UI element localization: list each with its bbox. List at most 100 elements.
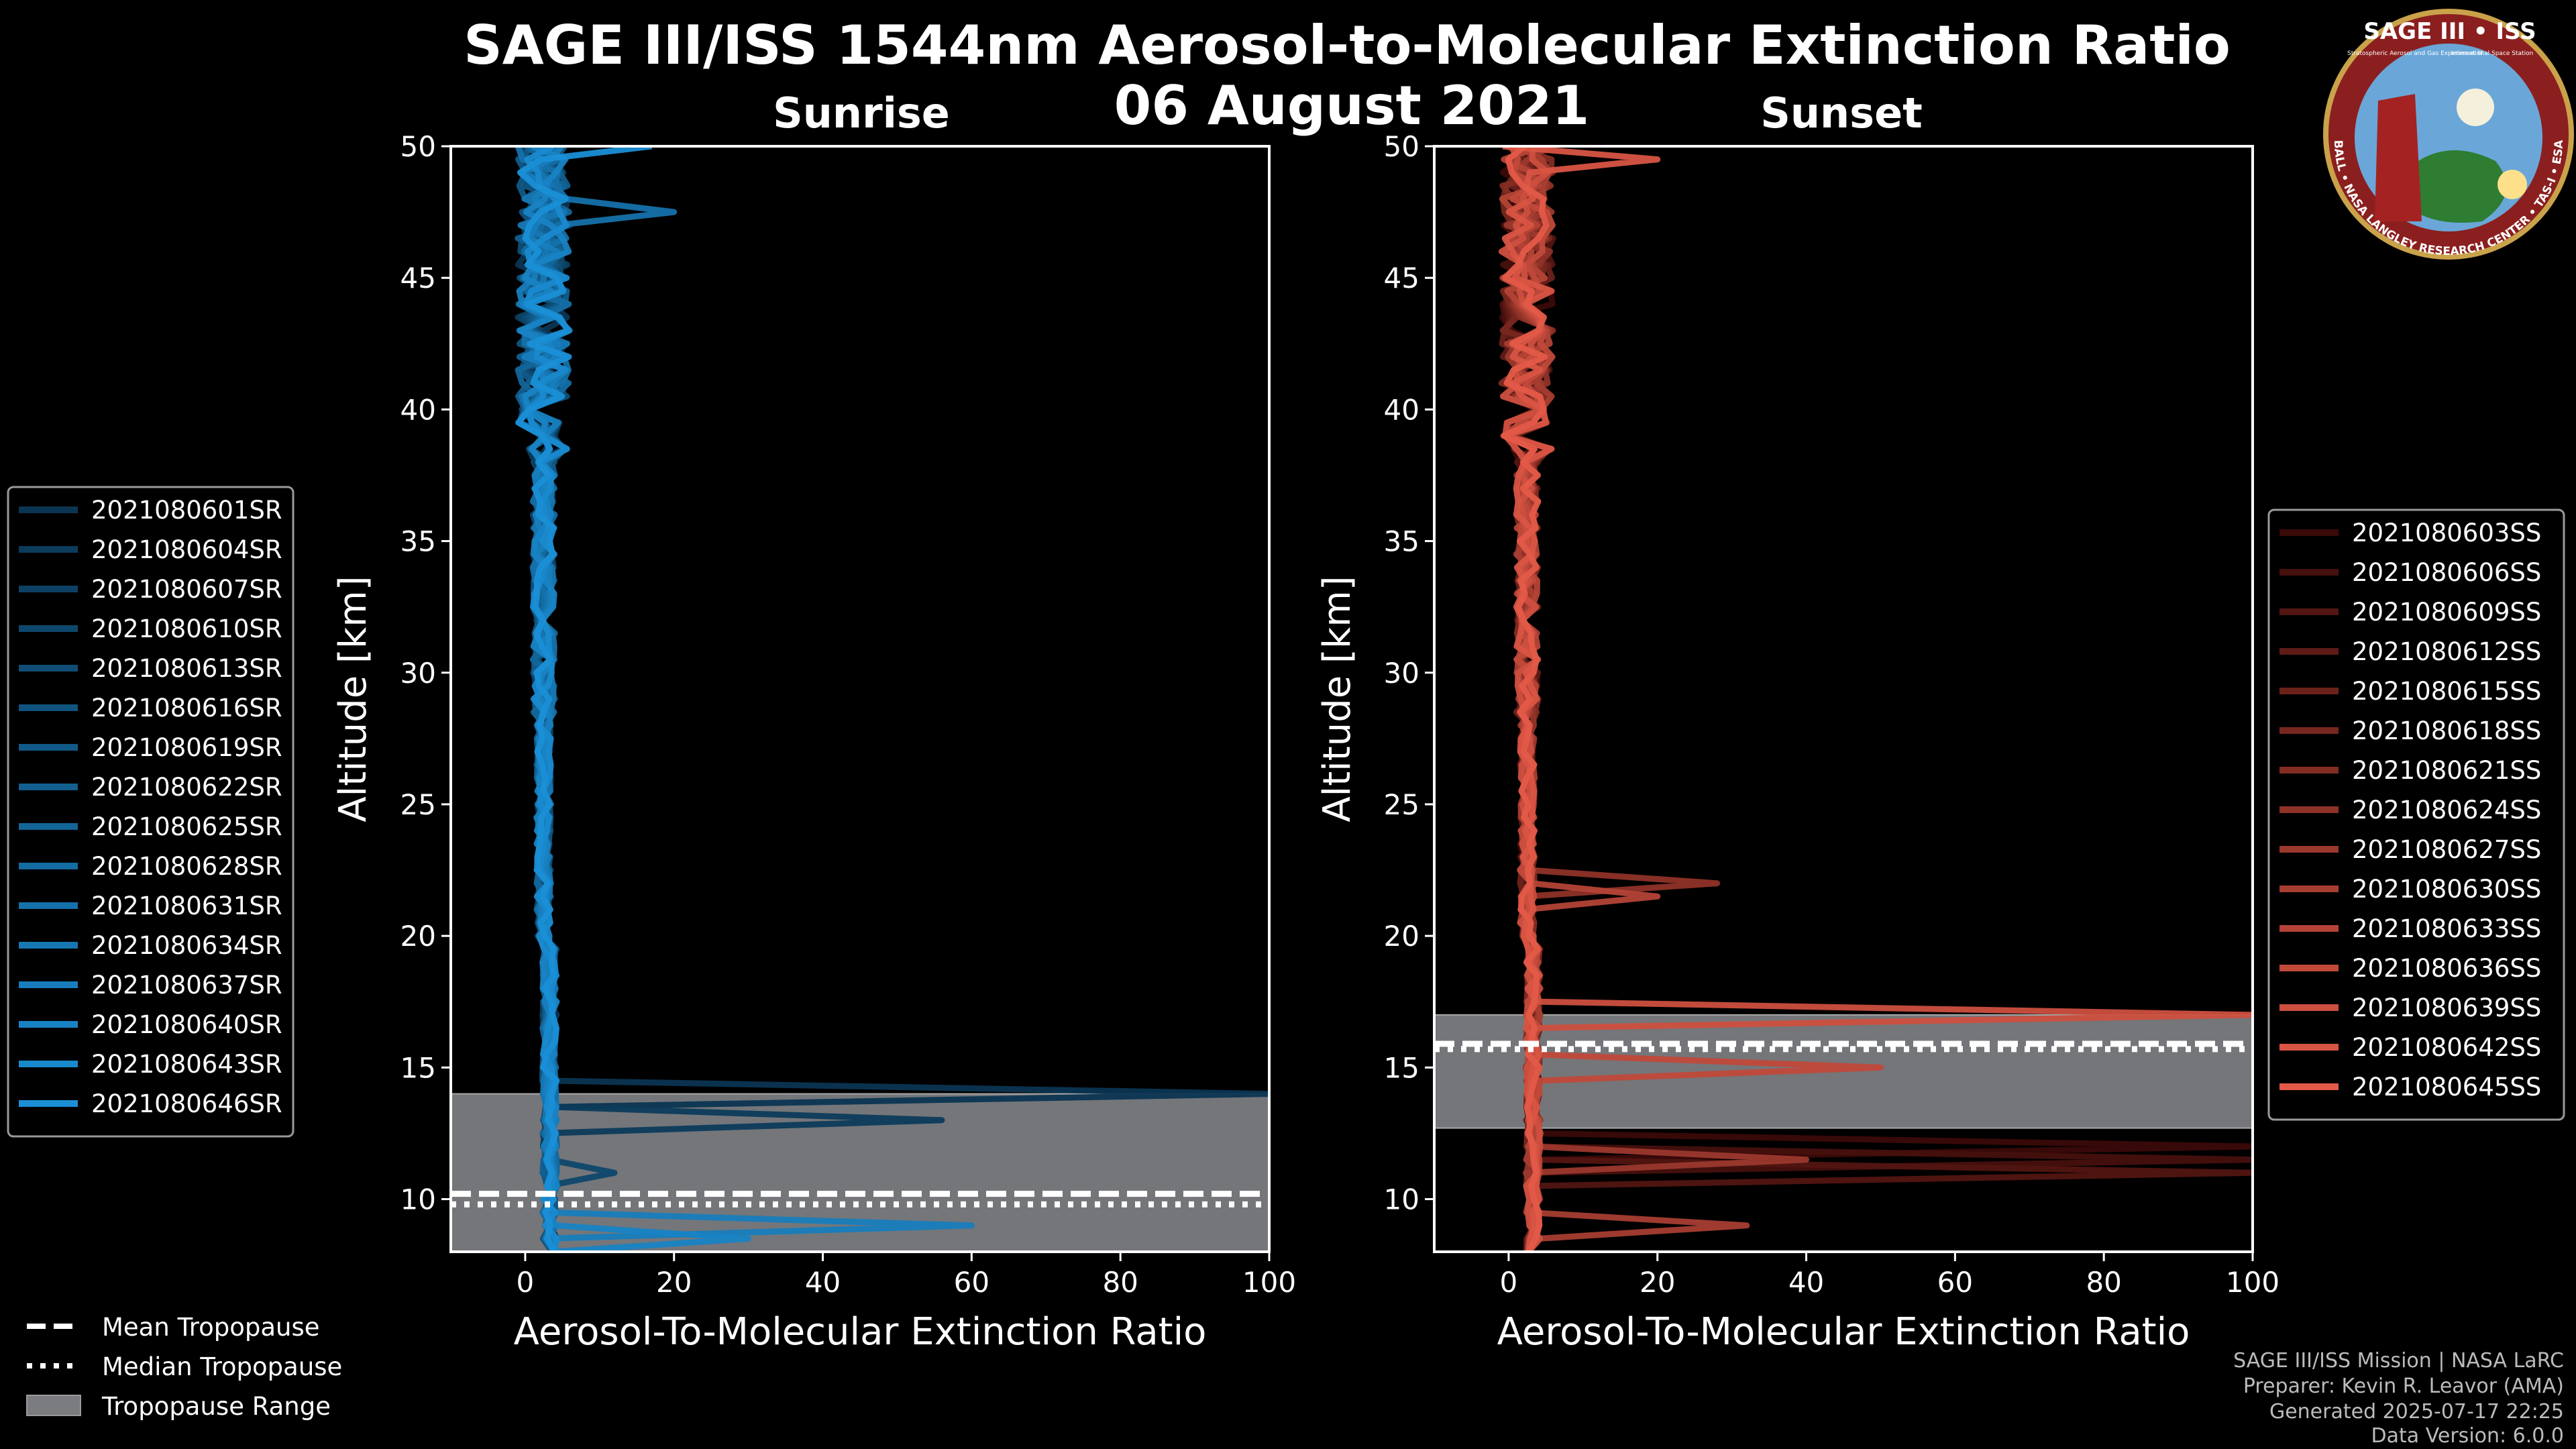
- legend-label: 2021080609SS: [2352, 598, 2541, 627]
- legend-label: 2021080645SS: [2352, 1073, 2541, 1102]
- legend-label: 2021080603SS: [2352, 519, 2541, 547]
- legend-label: 2021080642SS: [2352, 1033, 2541, 1062]
- legend-label: 2021080631SR: [91, 892, 282, 920]
- x-axis-label: Aerosol-To-Molecular Extinction Ratio: [1497, 1310, 2190, 1354]
- y-tick-label: 45: [400, 262, 436, 294]
- logo-moon-shape: [2457, 89, 2494, 126]
- series-legend-sunset: 2021080603SS 2021080606SS 2021080609SS 2021…: [2267, 508, 2565, 1121]
- panel-sunset: Sunset 0 20 40 60 80 100 10 15 20 25 30 35 40 45 50 Aero…: [1316, 89, 2565, 1354]
- panel-sunrise: Sunrise 0 20 40 60 80 100 10 15 20 25 30 35 40 45 50 Aer…: [7, 89, 1296, 1354]
- y-tick-label: 50: [1384, 130, 1419, 163]
- legend-label: 2021080630SS: [2352, 875, 2541, 904]
- y-tick-label: 35: [400, 525, 436, 558]
- legend-label: 2021080616SR: [91, 694, 282, 722]
- credits: SAGE III/ISS Mission | NASA LaRC Prepare…: [2233, 1349, 2564, 1448]
- logo-sun-shape: [2498, 170, 2527, 199]
- y-tick-label: 25: [400, 788, 436, 821]
- y-tick-label: 35: [1384, 525, 1419, 558]
- credit-line-2: Preparer: Kevin R. Leavor (AMA): [2243, 1375, 2564, 1398]
- axes-frame: [1433, 145, 2254, 1253]
- x-tick-label: 20: [1640, 1266, 1675, 1299]
- y-tick-label: 20: [400, 920, 436, 953]
- logo-small-left: Stratospheric Aerosol and Gas Experiment…: [2347, 50, 2483, 57]
- legend-frame: [2267, 508, 2565, 1121]
- series-2021080601SR: [515, 146, 1269, 1252]
- legend-label: 2021080615SS: [2352, 677, 2541, 706]
- legend-label: 2021080640SR: [91, 1010, 282, 1039]
- x-tick-label: 60: [954, 1266, 989, 1299]
- legend-label: 2021080625SR: [91, 812, 282, 841]
- legend-label: 2021080621SS: [2352, 756, 2541, 785]
- legend-label: 2021080643SR: [91, 1050, 282, 1079]
- series-2021080646SR: [515, 146, 653, 1252]
- legend-label: 2021080606SS: [2352, 558, 2541, 587]
- y-tick-label: 50: [400, 130, 436, 163]
- credit-line-3: Generated 2025-07-17 22:25: [2269, 1400, 2564, 1424]
- plot-area: [1434, 146, 2253, 1252]
- legend-label: 2021080624SS: [2352, 796, 2541, 824]
- legend-frame: [7, 486, 294, 1138]
- legend-label: 2021080636SS: [2352, 954, 2541, 983]
- sage-iss-mission-logo: SAGE III • ISS Stratospheric Aerosol and…: [2323, 9, 2574, 260]
- series-2021080645SS: [1500, 146, 1550, 1252]
- x-tick-label: 80: [1102, 1266, 1138, 1299]
- y-axis-label: Altitude [km]: [1316, 576, 1359, 822]
- legend-label: 2021080633SS: [2352, 914, 2541, 943]
- credit-line-1: SAGE III/ISS Mission | NASA LaRC: [2233, 1349, 2564, 1373]
- logo-small-right: International Space Station: [2451, 50, 2534, 57]
- legend-label: 2021080612SS: [2352, 637, 2541, 666]
- logo-top-text: SAGE III • ISS: [2363, 18, 2536, 45]
- y-tick-label: 15: [1384, 1051, 1419, 1084]
- y-tick-label: 10: [1384, 1183, 1419, 1216]
- legend-label: 2021080637SR: [91, 971, 282, 1000]
- legend-label: 2021080613SR: [91, 654, 282, 683]
- legend-median-label: Median Tropopause: [102, 1352, 342, 1381]
- legend-label: 2021080604SR: [91, 535, 282, 564]
- panel-title: Sunrise: [773, 89, 950, 138]
- legend-label: 2021080618SS: [2352, 716, 2541, 745]
- y-tick-label: 15: [400, 1051, 436, 1084]
- y-tick-label: 20: [1384, 920, 1419, 953]
- y-tick-label: 40: [1384, 393, 1419, 426]
- legend-label: 2021080639SS: [2352, 994, 2541, 1022]
- panel-title: Sunset: [1760, 89, 1923, 138]
- x-tick-label: 100: [1242, 1266, 1296, 1299]
- y-tick-label: 30: [400, 657, 436, 690]
- credit-line-4: Data Version: 6.0.0: [2371, 1424, 2564, 1448]
- plot-area: [451, 146, 1269, 1252]
- legend-label: 2021080646SR: [91, 1089, 282, 1118]
- legend-label: 2021080634SR: [91, 931, 282, 960]
- series-legend-sunrise: 2021080601SR 2021080604SR 2021080607SR 2021…: [7, 486, 294, 1138]
- x-tick-label: 40: [1788, 1266, 1824, 1299]
- legend-label: 2021080628SR: [91, 852, 282, 881]
- x-tick-label: 40: [805, 1266, 841, 1299]
- legend-label: 2021080622SR: [91, 773, 282, 802]
- x-tick-label: 100: [2226, 1266, 2279, 1299]
- legend-label: 2021080607SR: [91, 575, 282, 604]
- y-tick-label: 40: [400, 393, 436, 426]
- x-tick-label: 60: [1937, 1266, 1973, 1299]
- x-tick-label: 80: [2086, 1266, 2121, 1299]
- legend-range-label: Tropopause Range: [101, 1392, 331, 1421]
- x-tick-label: 0: [1500, 1266, 1518, 1299]
- chart-title: SAGE III/ISS 1544nm Aerosol-to-Molecular…: [464, 14, 2231, 76]
- y-tick-label: 25: [1384, 788, 1419, 821]
- legend-label: 2021080627SS: [2352, 835, 2541, 864]
- y-tick-label: 30: [1384, 657, 1419, 690]
- axes-frame: [449, 145, 1271, 1253]
- logo-earth-shape: [2402, 150, 2506, 223]
- y-axis-label: Altitude [km]: [331, 576, 375, 822]
- chart-date: 06 August 2021: [1114, 74, 1590, 137]
- x-tick-label: 0: [517, 1266, 535, 1299]
- y-tick-label: 45: [1384, 262, 1419, 294]
- legend-label: 2021080601SR: [91, 496, 282, 525]
- x-tick-label: 20: [656, 1266, 692, 1299]
- legend-label: 2021080610SR: [91, 614, 282, 643]
- y-tick-label: 10: [400, 1183, 436, 1216]
- legend-range-swatch: [26, 1395, 81, 1416]
- x-axis-label: Aerosol-To-Molecular Extinction Ratio: [514, 1310, 1207, 1354]
- legend-mean-label: Mean Tropopause: [102, 1313, 320, 1342]
- logo-figure-shape: [2375, 94, 2422, 221]
